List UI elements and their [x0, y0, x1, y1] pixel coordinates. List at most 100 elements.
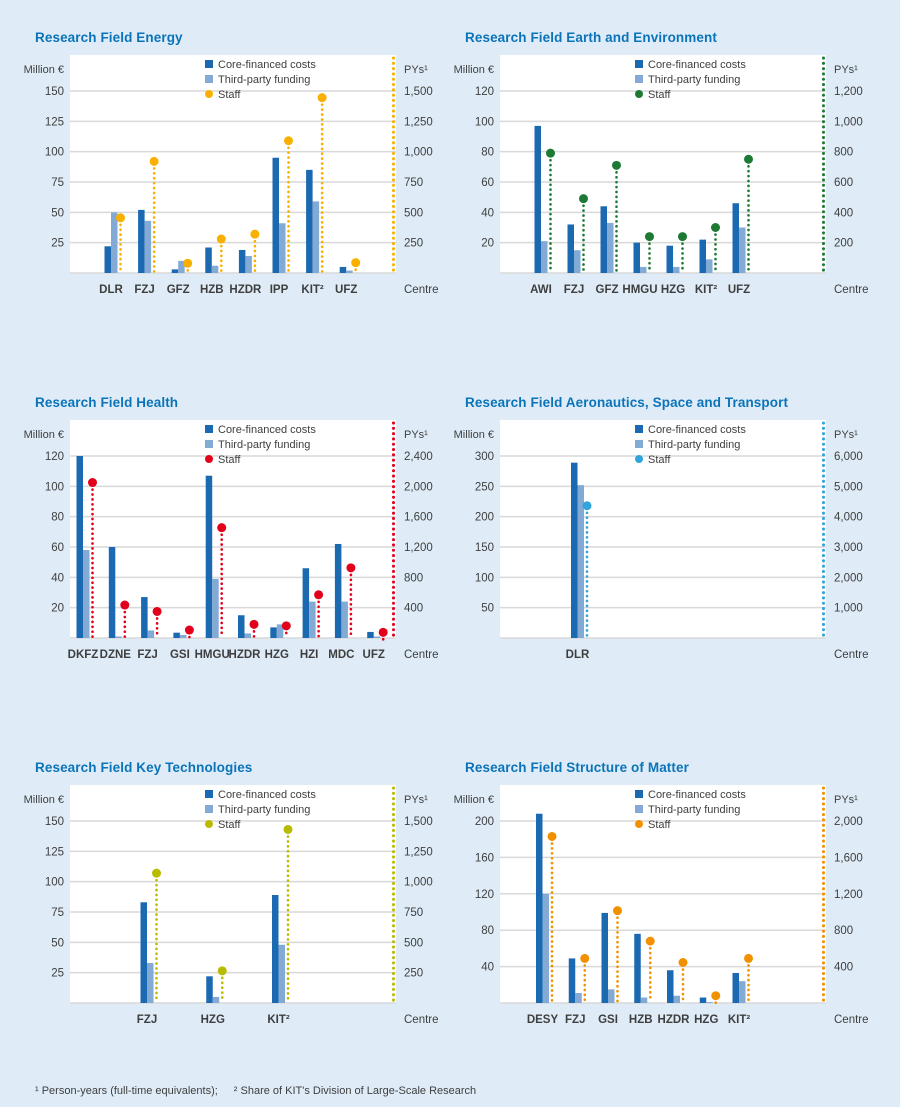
- category-label: KIT²: [695, 284, 718, 296]
- staff-dot: [149, 156, 159, 166]
- right-axis-tick-label: 3,000: [834, 542, 863, 554]
- bar-core: [270, 627, 277, 638]
- bar-core: [699, 239, 706, 273]
- bar-core: [206, 976, 213, 1003]
- right-axis-tick-label: 6,000: [834, 451, 863, 463]
- bar-third: [276, 624, 284, 638]
- chart-canvas-key-technologies: 25 250 50 500 75 750 100 1,000 125 1,250 150 1,500 M…: [24, 785, 439, 1026]
- bar-core: [104, 246, 111, 273]
- category-label: HZB: [200, 284, 224, 296]
- staff-dot: [183, 258, 193, 268]
- bar-core: [205, 475, 213, 638]
- category-label: HMGU: [622, 284, 657, 296]
- footnote: ¹ Person-years (full-time equivalents); ²…: [35, 1085, 476, 1097]
- category-label: IPP: [270, 284, 289, 296]
- bar-core: [306, 169, 313, 273]
- plot-background: [70, 785, 396, 1003]
- staff-dot: [645, 936, 655, 946]
- left-axis-tick-label: 100: [45, 147, 64, 159]
- staff-dot: [678, 958, 688, 968]
- right-axis-tick-label: 400: [834, 962, 853, 974]
- legend-staff-label: Staff: [218, 819, 241, 831]
- legend-third-swatch: [205, 75, 213, 83]
- category-label: DLR: [566, 649, 590, 661]
- left-axis-tick-label: 100: [45, 481, 64, 493]
- category-label: GFZ: [596, 284, 619, 296]
- legend-third-swatch: [635, 440, 643, 448]
- category-label: UFZ: [363, 649, 385, 661]
- left-axis-tick-label: 200: [475, 816, 494, 828]
- chart-block-earth-environment: Research Field Earth and Environment 20 2…: [450, 30, 880, 370]
- bar-third: [212, 578, 219, 638]
- category-label: FZJ: [134, 284, 154, 296]
- bar-third: [673, 995, 680, 1003]
- bar-core: [666, 245, 673, 273]
- bar-third: [608, 989, 615, 1003]
- right-axis-tick-label: 2,000: [834, 816, 863, 828]
- bar-third: [147, 962, 154, 1003]
- left-axis-tick-label: 160: [475, 852, 494, 864]
- bar-third: [144, 220, 152, 273]
- bar-core: [339, 266, 347, 273]
- right-axis-tick-label: 500: [404, 937, 423, 949]
- bar-core: [367, 631, 374, 638]
- bar-third: [312, 201, 320, 273]
- bar-core: [600, 206, 607, 273]
- bar-core: [536, 813, 543, 1003]
- right-axis-tick-label: 1,000: [834, 603, 863, 615]
- chart-title: Research Field Health: [35, 395, 179, 410]
- bar-core: [634, 933, 641, 1003]
- staff-dot: [582, 501, 592, 511]
- staff-dot: [580, 953, 590, 963]
- bar-third: [373, 636, 381, 638]
- category-label: HZB: [629, 1014, 653, 1026]
- legend-core-label: Core-financed costs: [648, 59, 746, 71]
- category-label: KIT²: [267, 1014, 290, 1026]
- category-label: FZJ: [564, 284, 584, 296]
- left-axis-tick-label: 50: [481, 603, 494, 615]
- right-axis-tick-label: 1,200: [834, 86, 863, 98]
- left-axis-tick-label: 60: [481, 177, 494, 189]
- right-axis-tick-label: 750: [404, 177, 423, 189]
- category-label: HZDR: [229, 284, 262, 296]
- staff-dot: [711, 223, 720, 232]
- left-axis-title: Million €: [454, 64, 494, 76]
- left-axis-tick-label: 20: [481, 238, 494, 250]
- chart-block-key-technologies: Research Field Key Technologies 25 250 50 5…: [20, 760, 450, 1100]
- chart-title: Research Field Earth and Environment: [465, 30, 717, 45]
- legend-core-swatch: [635, 790, 643, 798]
- legend-staff-label: Staff: [648, 454, 671, 466]
- chart-canvas-aeronautics: 50 1,000 100 2,000 150 3,000 200 4,000 250 5,000 3…: [454, 420, 869, 661]
- staff-dot: [152, 606, 162, 616]
- left-axis-tick-label: 100: [475, 116, 494, 128]
- bar-third: [244, 633, 251, 638]
- bar-third: [541, 241, 548, 273]
- right-axis-tick-label: 1,200: [834, 889, 863, 901]
- staff-dot: [612, 160, 621, 170]
- left-axis-title: Million €: [24, 429, 64, 441]
- staff-dot: [284, 136, 293, 146]
- bar-core: [76, 456, 83, 638]
- bar-third: [111, 212, 118, 273]
- category-label: GSI: [598, 1014, 618, 1026]
- staff-dot: [678, 232, 687, 242]
- left-axis-tick-label: 100: [45, 877, 64, 889]
- category-label: FZJ: [137, 1014, 157, 1026]
- bar-core: [272, 895, 279, 1003]
- bar-third: [147, 630, 155, 638]
- bar-third: [574, 250, 581, 273]
- legend-core-swatch: [205, 790, 213, 798]
- bar-core: [699, 997, 707, 1003]
- legend-staff-swatch: [205, 820, 213, 828]
- legend-third-label: Third-party funding: [648, 74, 740, 86]
- category-label: UFZ: [335, 284, 357, 296]
- right-axis-tick-label: 400: [404, 603, 423, 615]
- bar-third: [211, 265, 219, 273]
- bar-core: [141, 597, 148, 638]
- bar-core: [138, 209, 145, 273]
- category-label: HZDR: [229, 649, 262, 661]
- staff-dot: [744, 154, 753, 164]
- right-axis-title: PYs¹: [404, 429, 428, 441]
- legend-third-swatch: [635, 805, 643, 813]
- bar-third: [245, 256, 252, 273]
